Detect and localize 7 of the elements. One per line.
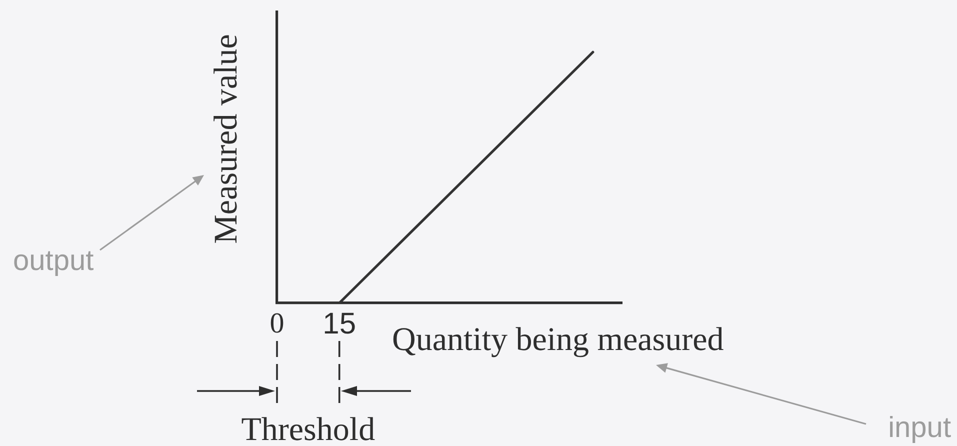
x-axis-title: Quantity being measured (392, 322, 724, 358)
text: input (888, 412, 951, 444)
text: output (13, 245, 94, 277)
y-axis-title: Measured value (208, 34, 245, 244)
x-tick-label: 0 (270, 308, 284, 340)
text: Threshold (241, 412, 376, 446)
x-tick-label: 15 (322, 307, 356, 340)
